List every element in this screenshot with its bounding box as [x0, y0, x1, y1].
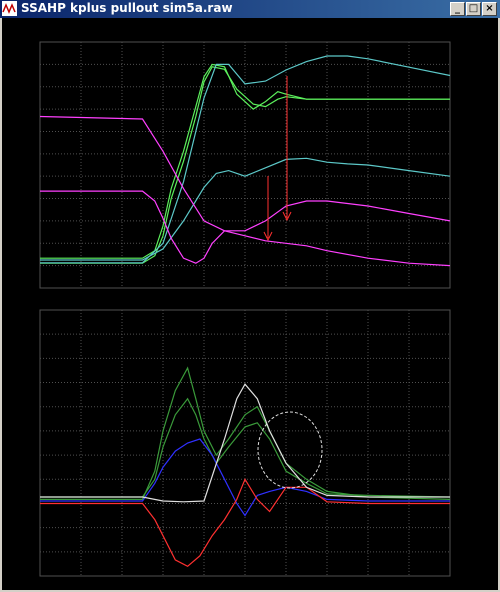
- window-title: SSAHP kplus pullout sim5a.raw: [21, 1, 233, 15]
- series-i-r33-2--line: [39, 115, 451, 267]
- maximize-button[interactable]: □: [466, 2, 481, 16]
- cross-conduction-arrowhead: [282, 211, 292, 222]
- series-i-r33--line: [40, 190, 451, 264]
- series-v-vout-1-2--line: [40, 66, 450, 264]
- minimize-button[interactable]: _: [450, 2, 465, 16]
- waveform-app-icon: [2, 1, 17, 16]
- series-i-r39--line: [40, 477, 450, 568]
- series-ic-q19--line: [40, 383, 450, 503]
- driver-xconduction-circle: [257, 411, 323, 489]
- series-i-r30--line: [40, 157, 451, 261]
- title-bar[interactable]: SSAHP kplus pullout sim5a.raw _ □ ×: [0, 0, 500, 18]
- series-i-r30-2--line: [40, 55, 451, 264]
- cross-conduction-arrowhead-2: [263, 231, 273, 242]
- plot-area[interactable]: [2, 18, 498, 590]
- series--ic-q18-2--line: [40, 397, 451, 498]
- waveform-chart[interactable]: [2, 18, 498, 590]
- close-button[interactable]: ×: [482, 2, 497, 16]
- series-i-r36--line: [40, 438, 450, 517]
